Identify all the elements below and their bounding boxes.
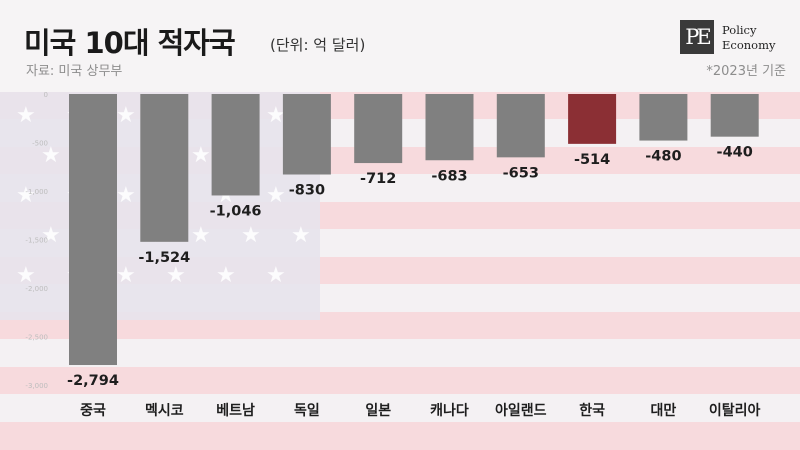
policy-economy-logo: PE Policy Economy bbox=[680, 20, 790, 56]
svg-text:★: ★ bbox=[216, 263, 236, 288]
logo-mark-icon: PE bbox=[680, 20, 714, 54]
category-label: 대만 bbox=[651, 403, 677, 419]
category-label: 이탈리아 bbox=[709, 402, 761, 419]
category-label: 독일 bbox=[294, 403, 320, 419]
bar bbox=[282, 94, 331, 175]
bar bbox=[211, 94, 260, 196]
svg-text:★: ★ bbox=[116, 263, 136, 288]
y-tick-label: -2,000 bbox=[25, 285, 48, 293]
data-label: -653 bbox=[503, 165, 539, 181]
svg-text:★: ★ bbox=[166, 263, 186, 288]
svg-text:★: ★ bbox=[116, 103, 136, 128]
svg-text:★: ★ bbox=[191, 223, 211, 248]
svg-text:★: ★ bbox=[266, 103, 286, 128]
svg-text:★: ★ bbox=[266, 183, 286, 208]
svg-text:★: ★ bbox=[16, 263, 36, 288]
logo-text-line1: Policy bbox=[722, 23, 757, 37]
category-label: 일본 bbox=[365, 403, 391, 419]
category-label: 아일랜드 bbox=[495, 402, 547, 419]
svg-text:★: ★ bbox=[266, 263, 286, 288]
data-label: -2,794 bbox=[67, 373, 119, 389]
bar bbox=[354, 94, 403, 164]
y-tick-label: -500 bbox=[32, 140, 48, 148]
category-label: 베트남 bbox=[216, 402, 255, 419]
y-tick-label: -1,000 bbox=[25, 188, 48, 196]
data-label: -514 bbox=[574, 152, 610, 168]
bar bbox=[568, 94, 617, 144]
source-note: 자료: 미국 상무부 bbox=[26, 64, 123, 79]
data-label: -830 bbox=[289, 183, 325, 199]
logo-text-line2: Economy bbox=[722, 38, 776, 52]
y-tick-label: 0 bbox=[44, 91, 48, 99]
svg-text:★: ★ bbox=[241, 223, 261, 248]
y-tick-label: -1,500 bbox=[25, 237, 48, 245]
data-label: -480 bbox=[645, 149, 681, 165]
bar bbox=[710, 94, 759, 137]
category-label: 한국 bbox=[579, 403, 605, 419]
data-label: -712 bbox=[360, 171, 396, 187]
data-label: -1,046 bbox=[210, 203, 262, 219]
bar bbox=[69, 94, 117, 366]
y-tick-label: -2,500 bbox=[25, 334, 48, 342]
svg-text:★: ★ bbox=[41, 223, 61, 248]
svg-text:★: ★ bbox=[191, 143, 211, 168]
svg-text:★: ★ bbox=[116, 183, 136, 208]
year-note: *2023년 기준 bbox=[706, 64, 786, 79]
unit-subtitle: (단위: 억 달러) bbox=[270, 36, 366, 54]
svg-text:★: ★ bbox=[41, 143, 61, 168]
bar bbox=[496, 94, 545, 158]
svg-text:★: ★ bbox=[16, 103, 36, 128]
bar bbox=[140, 94, 189, 242]
category-label: 멕시코 bbox=[145, 402, 184, 419]
svg-text:★: ★ bbox=[291, 223, 311, 248]
bar bbox=[425, 94, 474, 161]
category-label: 중국 bbox=[80, 403, 106, 419]
data-label: -683 bbox=[431, 168, 467, 184]
chart-header: 미국 10대 적자국 (단위: 억 달러) 자료: 미국 상무부 *2023년 … bbox=[0, 0, 800, 92]
svg-text:★: ★ bbox=[16, 183, 36, 208]
chart-title: 미국 10대 적자국 bbox=[24, 26, 236, 60]
y-tick-label: -3,000 bbox=[25, 382, 48, 390]
data-label: -1,524 bbox=[138, 250, 190, 266]
bar bbox=[639, 94, 688, 141]
data-label: -440 bbox=[717, 145, 753, 161]
category-label: 캐나다 bbox=[430, 403, 469, 419]
